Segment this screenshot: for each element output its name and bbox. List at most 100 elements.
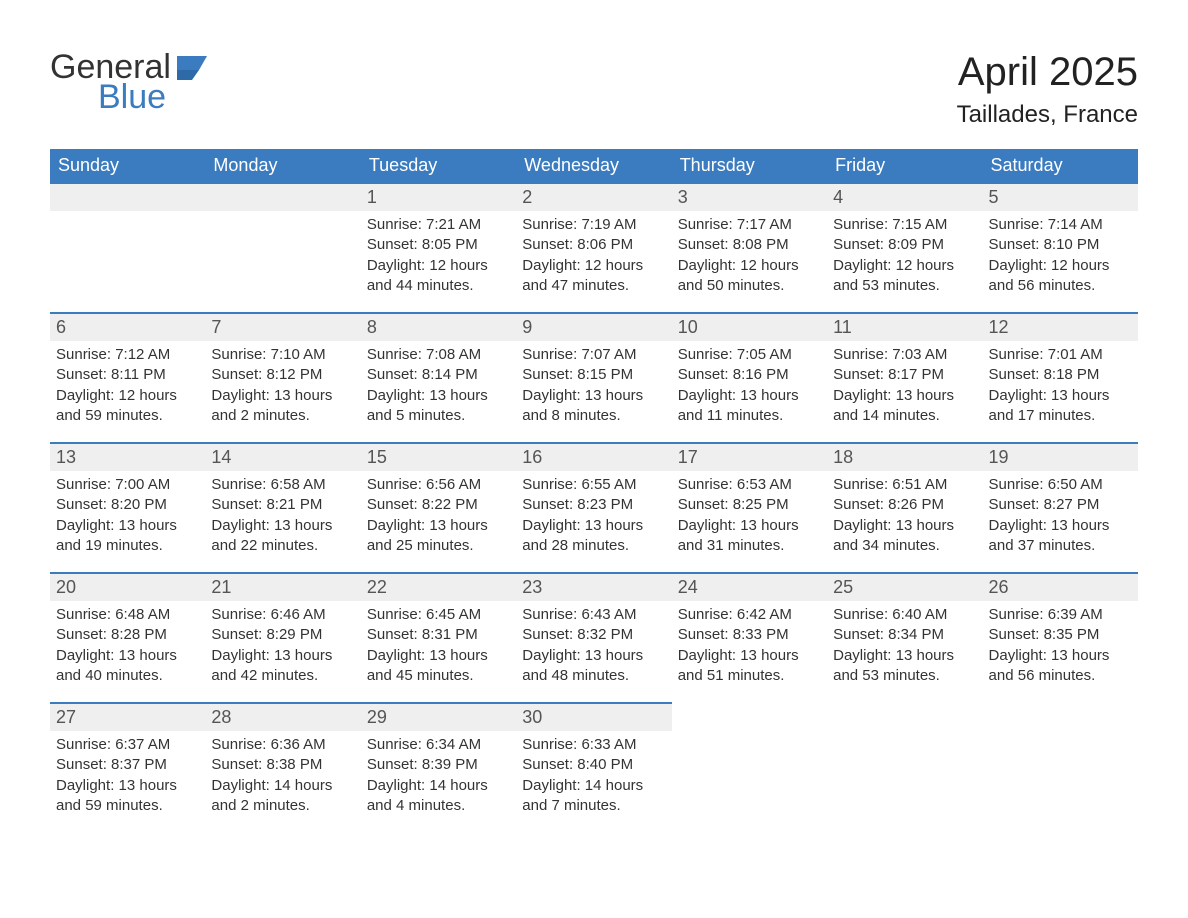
daylight-line-1: Daylight: 13 hours	[833, 646, 976, 666]
weekday-header: Thursday	[672, 149, 827, 182]
daylight-line-1: Daylight: 13 hours	[56, 776, 199, 796]
daylight-line-1: Daylight: 13 hours	[989, 646, 1132, 666]
day-number: 23	[516, 572, 671, 601]
daylight-line-2: and 59 minutes.	[56, 406, 199, 426]
calendar-cell: 13Sunrise: 7:00 AMSunset: 8:20 PMDayligh…	[50, 442, 205, 572]
day-number: 7	[205, 312, 360, 341]
calendar-cell: 18Sunrise: 6:51 AMSunset: 8:26 PMDayligh…	[827, 442, 982, 572]
sunset-line: Sunset: 8:15 PM	[522, 365, 665, 385]
day-number: 12	[983, 312, 1138, 341]
sunset-line: Sunset: 8:31 PM	[367, 625, 510, 645]
calendar-cell: 4Sunrise: 7:15 AMSunset: 8:09 PMDaylight…	[827, 182, 982, 312]
daylight-line-2: and 34 minutes.	[833, 536, 976, 556]
daylight-line-2: and 2 minutes.	[211, 796, 354, 816]
calendar-week-row: 13Sunrise: 7:00 AMSunset: 8:20 PMDayligh…	[50, 442, 1138, 572]
day-content: Sunrise: 6:33 AMSunset: 8:40 PMDaylight:…	[516, 731, 671, 826]
sunset-line: Sunset: 8:14 PM	[367, 365, 510, 385]
sunrise-line: Sunrise: 7:05 AM	[678, 345, 821, 365]
daylight-line-1: Daylight: 12 hours	[56, 386, 199, 406]
sunrise-line: Sunrise: 6:51 AM	[833, 475, 976, 495]
day-content: Sunrise: 7:05 AMSunset: 8:16 PMDaylight:…	[672, 341, 827, 436]
calendar-cell	[827, 702, 982, 832]
daylight-line-2: and 45 minutes.	[367, 666, 510, 686]
sunset-line: Sunset: 8:39 PM	[367, 755, 510, 775]
day-number: 2	[516, 182, 671, 211]
daylight-line-2: and 5 minutes.	[367, 406, 510, 426]
daylight-line-1: Daylight: 12 hours	[833, 256, 976, 276]
daylight-line-1: Daylight: 13 hours	[56, 646, 199, 666]
day-number: 4	[827, 182, 982, 211]
sunset-line: Sunset: 8:17 PM	[833, 365, 976, 385]
daylight-line-2: and 48 minutes.	[522, 666, 665, 686]
day-number: 25	[827, 572, 982, 601]
daylight-line-1: Daylight: 13 hours	[522, 516, 665, 536]
daylight-line-2: and 59 minutes.	[56, 796, 199, 816]
sunrise-line: Sunrise: 6:55 AM	[522, 475, 665, 495]
daylight-line-1: Daylight: 13 hours	[211, 646, 354, 666]
calendar-cell: 26Sunrise: 6:39 AMSunset: 8:35 PMDayligh…	[983, 572, 1138, 702]
logo: General Blue	[50, 50, 207, 114]
day-content: Sunrise: 7:21 AMSunset: 8:05 PMDaylight:…	[361, 211, 516, 306]
sunrise-line: Sunrise: 7:14 AM	[989, 215, 1132, 235]
daylight-line-2: and 7 minutes.	[522, 796, 665, 816]
daylight-line-2: and 28 minutes.	[522, 536, 665, 556]
daylight-line-2: and 14 minutes.	[833, 406, 976, 426]
calendar-cell: 28Sunrise: 6:36 AMSunset: 8:38 PMDayligh…	[205, 702, 360, 832]
weekday-header: Sunday	[50, 149, 205, 182]
calendar-cell: 3Sunrise: 7:17 AMSunset: 8:08 PMDaylight…	[672, 182, 827, 312]
sunrise-line: Sunrise: 6:45 AM	[367, 605, 510, 625]
calendar-cell: 24Sunrise: 6:42 AMSunset: 8:33 PMDayligh…	[672, 572, 827, 702]
sunset-line: Sunset: 8:05 PM	[367, 235, 510, 255]
sunset-line: Sunset: 8:09 PM	[833, 235, 976, 255]
sunrise-line: Sunrise: 6:40 AM	[833, 605, 976, 625]
sunrise-line: Sunrise: 6:56 AM	[367, 475, 510, 495]
daylight-line-2: and 11 minutes.	[678, 406, 821, 426]
day-content: Sunrise: 7:00 AMSunset: 8:20 PMDaylight:…	[50, 471, 205, 566]
daylight-line-1: Daylight: 13 hours	[56, 516, 199, 536]
sunset-line: Sunset: 8:20 PM	[56, 495, 199, 515]
daylight-line-1: Daylight: 13 hours	[211, 516, 354, 536]
daylight-line-2: and 19 minutes.	[56, 536, 199, 556]
daylight-line-1: Daylight: 13 hours	[833, 516, 976, 536]
calendar-cell: 12Sunrise: 7:01 AMSunset: 8:18 PMDayligh…	[983, 312, 1138, 442]
sunset-line: Sunset: 8:26 PM	[833, 495, 976, 515]
day-content: Sunrise: 6:50 AMSunset: 8:27 PMDaylight:…	[983, 471, 1138, 566]
daylight-line-1: Daylight: 13 hours	[989, 516, 1132, 536]
sunrise-line: Sunrise: 7:08 AM	[367, 345, 510, 365]
sunset-line: Sunset: 8:29 PM	[211, 625, 354, 645]
calendar-cell: 10Sunrise: 7:05 AMSunset: 8:16 PMDayligh…	[672, 312, 827, 442]
day-content: Sunrise: 6:48 AMSunset: 8:28 PMDaylight:…	[50, 601, 205, 696]
day-number: 30	[516, 702, 671, 731]
sunrise-line: Sunrise: 7:07 AM	[522, 345, 665, 365]
daylight-line-2: and 56 minutes.	[989, 276, 1132, 296]
calendar-cell: 16Sunrise: 6:55 AMSunset: 8:23 PMDayligh…	[516, 442, 671, 572]
daylight-line-2: and 37 minutes.	[989, 536, 1132, 556]
daylight-line-1: Daylight: 13 hours	[989, 386, 1132, 406]
calendar-cell: 27Sunrise: 6:37 AMSunset: 8:37 PMDayligh…	[50, 702, 205, 832]
day-content: Sunrise: 6:40 AMSunset: 8:34 PMDaylight:…	[827, 601, 982, 696]
calendar-cell: 5Sunrise: 7:14 AMSunset: 8:10 PMDaylight…	[983, 182, 1138, 312]
day-number: 18	[827, 442, 982, 471]
day-number: 5	[983, 182, 1138, 211]
daylight-line-2: and 56 minutes.	[989, 666, 1132, 686]
day-content: Sunrise: 7:12 AMSunset: 8:11 PMDaylight:…	[50, 341, 205, 436]
day-content: Sunrise: 6:51 AMSunset: 8:26 PMDaylight:…	[827, 471, 982, 566]
day-number: 26	[983, 572, 1138, 601]
calendar-header-row: SundayMondayTuesdayWednesdayThursdayFrid…	[50, 149, 1138, 182]
page-header: General Blue April 2025 Taillades, Franc…	[50, 50, 1138, 129]
title-block: April 2025 Taillades, France	[957, 50, 1138, 129]
day-number: 6	[50, 312, 205, 341]
calendar-cell: 9Sunrise: 7:07 AMSunset: 8:15 PMDaylight…	[516, 312, 671, 442]
calendar-cell	[672, 702, 827, 832]
day-number-empty	[50, 182, 205, 211]
daylight-line-1: Daylight: 12 hours	[989, 256, 1132, 276]
sunrise-line: Sunrise: 6:46 AM	[211, 605, 354, 625]
day-number: 24	[672, 572, 827, 601]
daylight-line-2: and 40 minutes.	[56, 666, 199, 686]
day-content: Sunrise: 7:14 AMSunset: 8:10 PMDaylight:…	[983, 211, 1138, 306]
day-content: Sunrise: 7:17 AMSunset: 8:08 PMDaylight:…	[672, 211, 827, 306]
calendar-cell: 21Sunrise: 6:46 AMSunset: 8:29 PMDayligh…	[205, 572, 360, 702]
day-content: Sunrise: 7:08 AMSunset: 8:14 PMDaylight:…	[361, 341, 516, 436]
day-number: 14	[205, 442, 360, 471]
daylight-line-1: Daylight: 13 hours	[678, 516, 821, 536]
